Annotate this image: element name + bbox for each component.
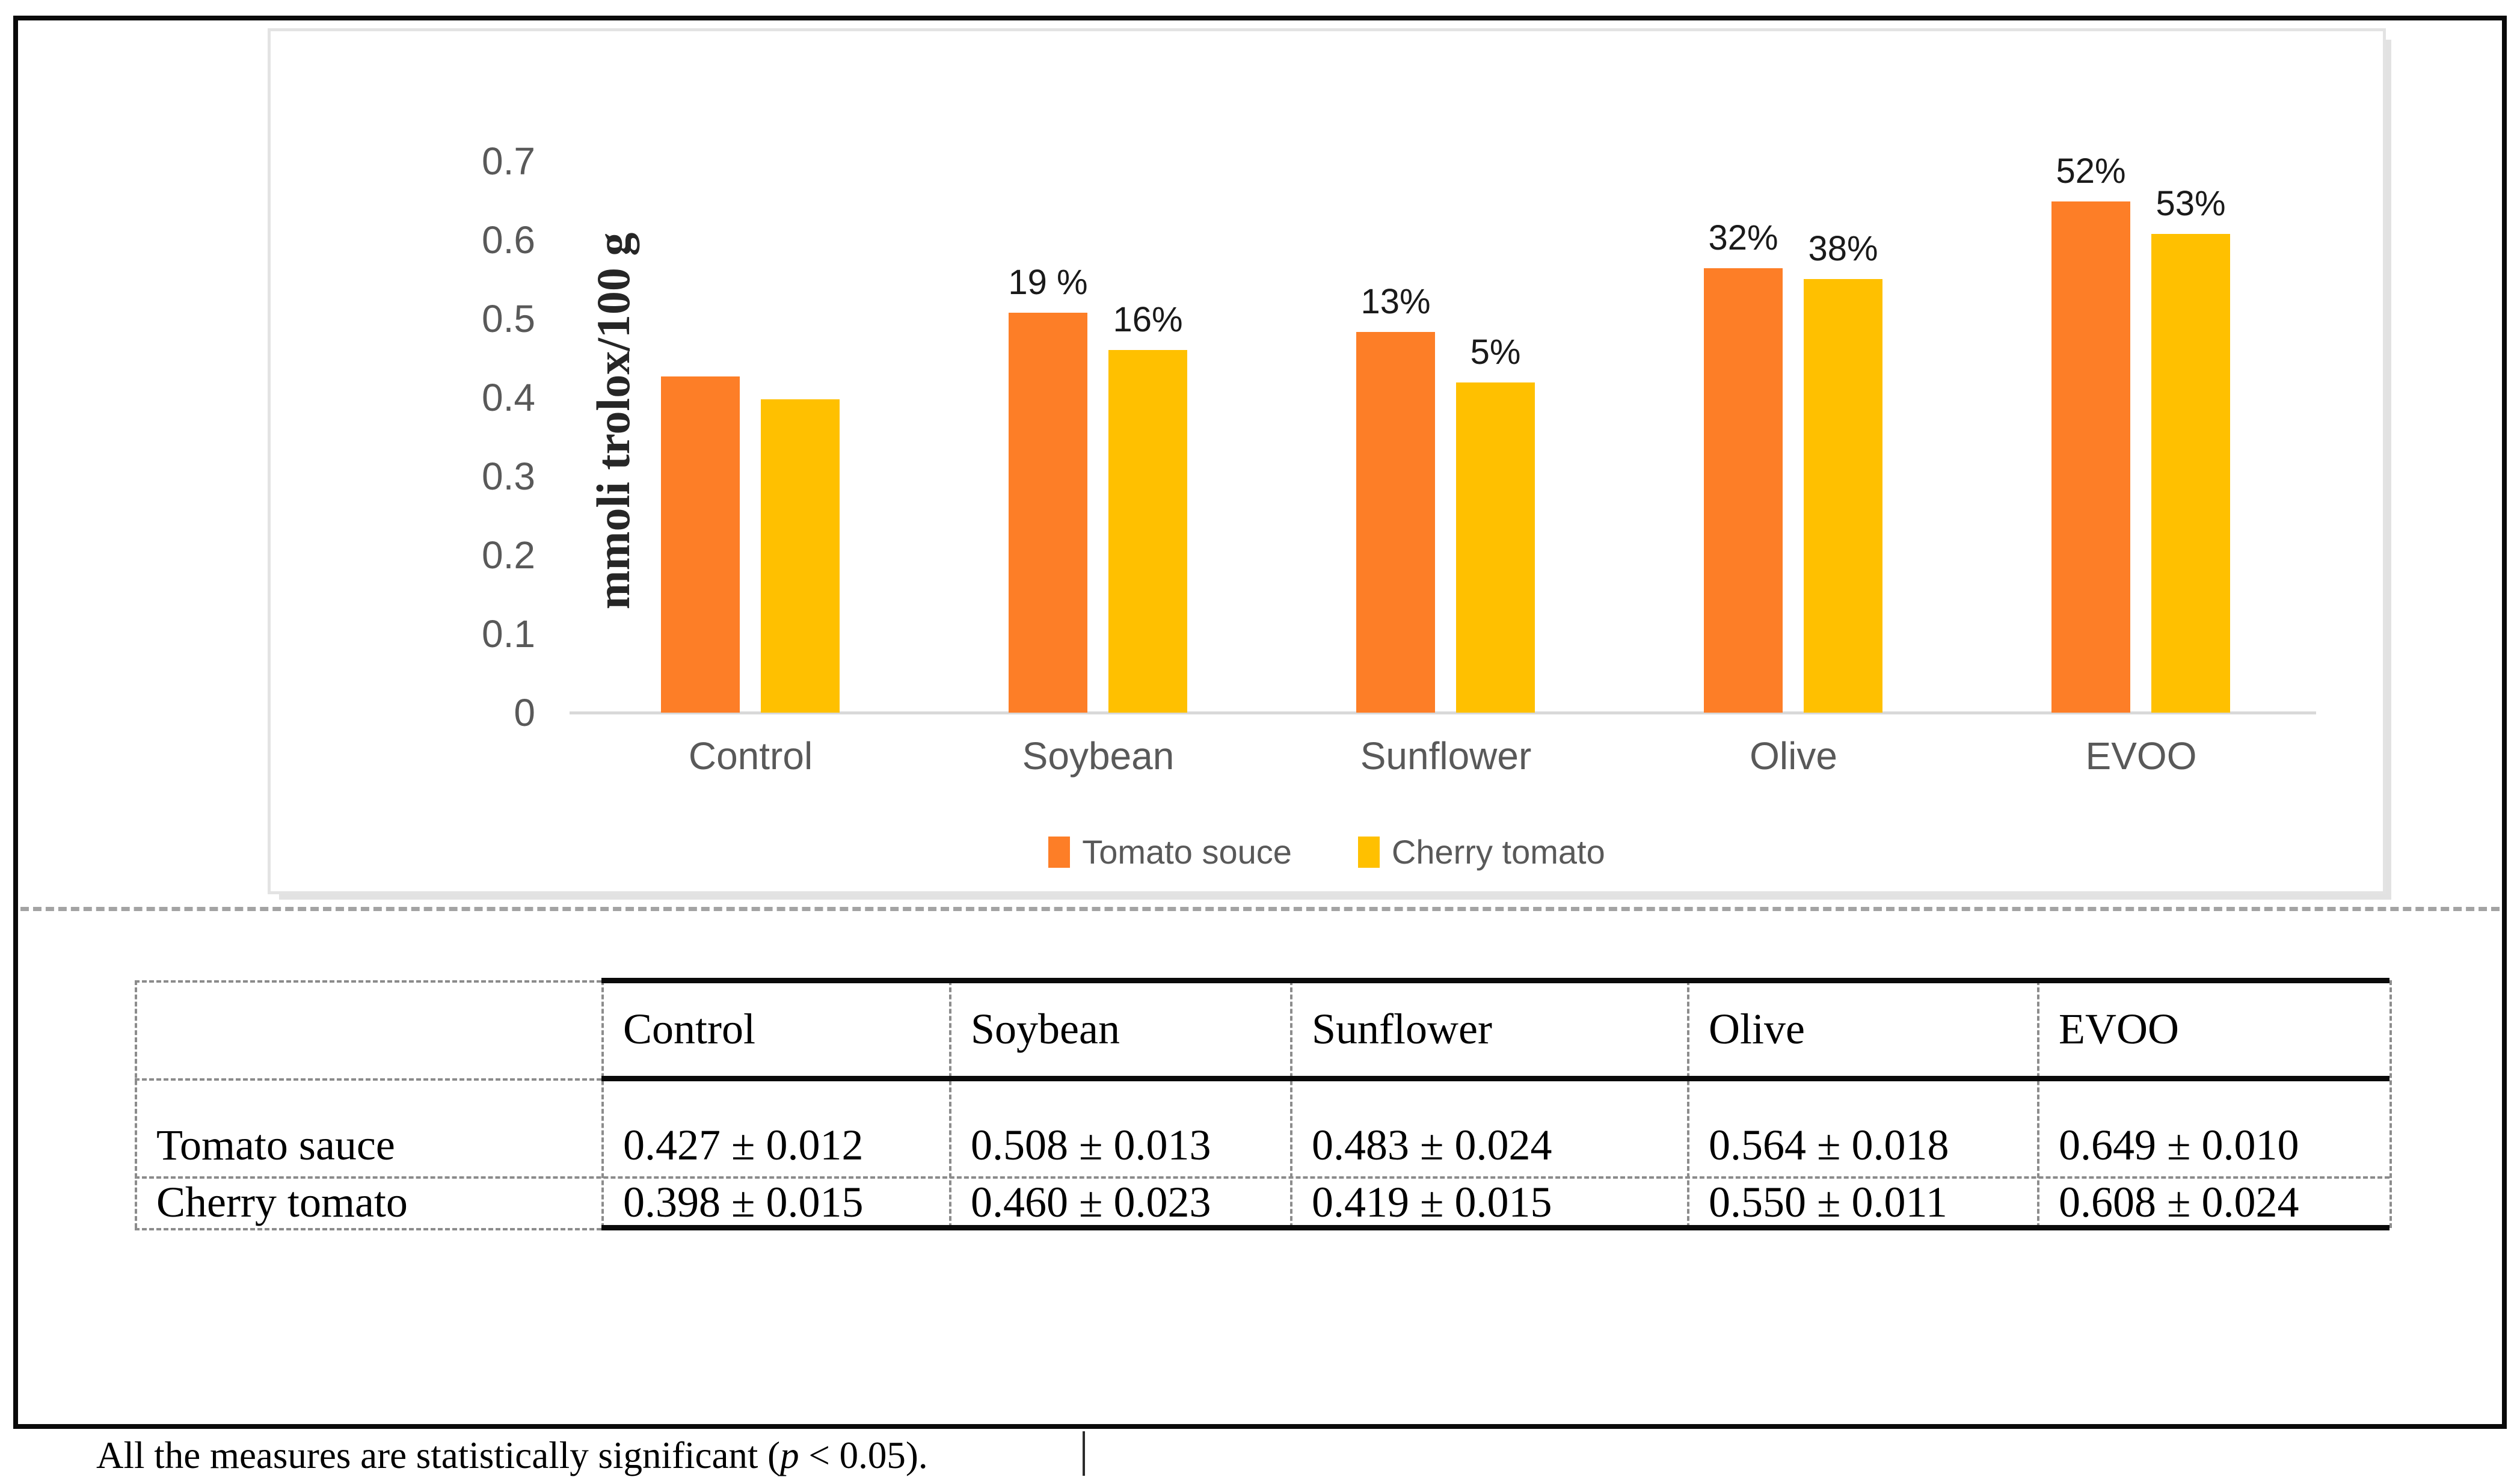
table-border-dashed-h — [135, 1176, 2389, 1179]
table-value-cell: 0.427 ± 0.012 — [623, 1121, 864, 1169]
table-row-label: Tomato sauce — [156, 1121, 395, 1169]
bar-value-label: 53% — [2156, 184, 2226, 223]
legend-item: Cherry tomato — [1357, 833, 1605, 871]
table-border-solid — [601, 1076, 2389, 1081]
y-tick-label: 0.3 — [482, 455, 535, 498]
y-tick-label: 0.7 — [482, 140, 535, 183]
legend-label: Tomato souce — [1082, 833, 1292, 871]
chart-legend: Tomato souce Cherry tomato — [268, 831, 2386, 873]
bar-value-label: 13% — [1360, 282, 1431, 321]
table-value-cell: 0.508 ± 0.013 — [971, 1121, 1211, 1169]
chart-panel — [268, 28, 2386, 894]
table-border-dashed-v — [2389, 980, 2392, 1228]
y-tick-label: 0.1 — [482, 612, 535, 656]
table-header-cell: Olive — [1709, 1005, 1805, 1053]
table-border-dashed-v — [949, 980, 951, 1228]
x-category-label: EVOO — [2085, 734, 2197, 778]
table-border-dashed-v — [2037, 980, 2039, 1228]
caption-p-symbol: p — [780, 1434, 799, 1476]
table-value-cell: 0.460 ± 0.023 — [971, 1177, 1211, 1226]
bar-tomato-souce-control — [661, 376, 740, 713]
table-value-cell: 0.483 ± 0.024 — [1312, 1121, 1552, 1169]
table-value-cell: 0.419 ± 0.015 — [1312, 1177, 1552, 1226]
bar-cherry-tomato-control — [761, 399, 840, 713]
bar-value-label: 52% — [2056, 152, 2126, 191]
table-value-cell: 0.608 ± 0.024 — [2059, 1177, 2299, 1226]
figure-frame — [13, 16, 2507, 1429]
section-divider-dashed — [20, 907, 2500, 911]
table-row-label: Cherry tomato — [156, 1177, 408, 1226]
table-border-dashed-v — [135, 980, 137, 1228]
y-tick-label: 0.2 — [482, 533, 535, 577]
bar-value-label: 32% — [1708, 218, 1778, 257]
table-header-cell: Sunflower — [1312, 1005, 1492, 1053]
table-border-solid — [601, 1225, 2389, 1230]
bar-value-label: 16% — [1113, 300, 1183, 339]
bar-tomato-souce-sunflower — [1356, 332, 1435, 713]
table-border-dashed-h — [135, 980, 601, 983]
table-border-dashed-v — [1290, 980, 1292, 1228]
y-axis-title: mmoli trolox/100 g — [587, 232, 639, 610]
y-tick-label: 0.6 — [482, 218, 535, 262]
table-border-dashed-v — [1687, 980, 1689, 1228]
x-category-label: Control — [688, 734, 813, 778]
bar-cherry-tomato-evoo — [2151, 234, 2230, 713]
bar-tomato-souce-soybean — [1009, 313, 1087, 713]
x-category-label: Soybean — [1022, 734, 1175, 778]
y-tick-label: 0.5 — [482, 297, 535, 340]
figure-caption: All the measures are statistically signi… — [96, 1434, 928, 1477]
bar-tomato-souce-olive — [1704, 268, 1783, 713]
legend-swatch — [1048, 837, 1071, 868]
text-cursor — [1083, 1431, 1085, 1476]
caption-text-end: < 0.05). — [799, 1434, 928, 1476]
x-category-label: Sunflower — [1360, 734, 1532, 778]
table-border-solid — [601, 978, 2389, 983]
bar-value-label: 38% — [1808, 229, 1878, 268]
table-value-cell: 0.564 ± 0.018 — [1709, 1121, 1949, 1169]
bar-cherry-tomato-soybean — [1108, 350, 1187, 713]
table-border-dashed-h — [135, 1228, 601, 1230]
bar-tomato-souce-evoo — [2051, 201, 2130, 713]
table-value-cell: 0.550 ± 0.011 — [1709, 1177, 1947, 1226]
legend-swatch — [1357, 837, 1380, 868]
bar-value-label: 5% — [1470, 333, 1521, 372]
y-tick-label: 0.4 — [482, 376, 535, 419]
y-tick-label: 0 — [514, 691, 535, 734]
table-border-dashed-v — [601, 980, 604, 1228]
x-category-label: Olive — [1750, 734, 1837, 778]
table-header-cell: EVOO — [2059, 1005, 2179, 1053]
table-border-dashed-h — [135, 1078, 601, 1081]
bar-cherry-tomato-sunflower — [1456, 382, 1535, 713]
table-value-cell: 0.398 ± 0.015 — [623, 1177, 864, 1226]
legend-label: Cherry tomato — [1391, 833, 1605, 871]
table-header-cell: Soybean — [971, 1005, 1120, 1053]
bar-value-label: 19 % — [1008, 263, 1088, 302]
x-axis-line — [570, 711, 2316, 714]
caption-text: All the measures are statistically signi… — [96, 1434, 781, 1476]
legend-item: Tomato souce — [1048, 834, 1292, 870]
table-value-cell: 0.649 ± 0.010 — [2059, 1121, 2299, 1169]
bar-cherry-tomato-olive — [1804, 279, 1882, 713]
table-header-cell: Control — [623, 1005, 756, 1053]
